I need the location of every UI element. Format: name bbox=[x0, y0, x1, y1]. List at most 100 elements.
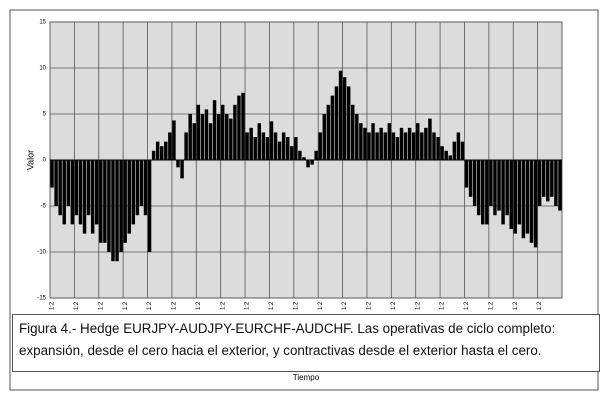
bar bbox=[196, 104, 201, 160]
bar bbox=[70, 160, 75, 225]
x-tick-label: 1:2 bbox=[123, 301, 129, 310]
bar bbox=[111, 160, 115, 262]
y-tick-label: -10 bbox=[37, 250, 46, 256]
x-tick-label: 1:2 bbox=[513, 301, 519, 310]
x-tick-label: 1:2 bbox=[172, 301, 178, 310]
bar bbox=[387, 123, 392, 160]
bar bbox=[212, 100, 217, 160]
x-tick-label: 1:2 bbox=[147, 301, 153, 310]
caption: Figura 4.- Hedge EURJPY-AUDJPY-EURCHF-AU… bbox=[12, 314, 600, 372]
bar bbox=[265, 137, 270, 160]
bar bbox=[448, 155, 452, 160]
bar bbox=[103, 160, 107, 243]
bar bbox=[440, 146, 444, 160]
bar bbox=[424, 127, 428, 160]
bar bbox=[135, 160, 140, 216]
bar bbox=[359, 123, 363, 160]
bar bbox=[285, 137, 290, 160]
bar bbox=[225, 114, 229, 160]
bar bbox=[180, 160, 184, 179]
bar bbox=[391, 132, 396, 160]
bar bbox=[127, 160, 131, 234]
bar bbox=[533, 160, 538, 248]
bar bbox=[302, 157, 306, 160]
bar bbox=[115, 160, 119, 262]
bar bbox=[367, 132, 371, 160]
x-tick-label: 1:2 bbox=[464, 301, 470, 310]
x-tick-label: 1:2 bbox=[318, 301, 324, 310]
bar bbox=[237, 95, 241, 160]
bar bbox=[464, 160, 469, 188]
bar bbox=[550, 160, 554, 197]
bar bbox=[468, 160, 473, 197]
bar bbox=[529, 160, 534, 243]
bar bbox=[521, 160, 526, 239]
bar bbox=[558, 160, 562, 211]
x-tick-label: 1:2 bbox=[367, 301, 373, 310]
bar bbox=[493, 160, 497, 216]
bar bbox=[501, 160, 505, 225]
bar bbox=[78, 160, 83, 225]
bar bbox=[322, 114, 327, 160]
x-tick-label: 1:2 bbox=[293, 301, 299, 310]
bar bbox=[86, 160, 91, 216]
x-tick-label: 1:2 bbox=[220, 301, 226, 310]
bar bbox=[326, 104, 331, 160]
bar bbox=[420, 132, 424, 160]
y-tick-label: -5 bbox=[41, 204, 47, 210]
bar bbox=[273, 132, 278, 160]
bar bbox=[489, 160, 493, 206]
bar bbox=[277, 141, 282, 160]
bar bbox=[74, 160, 79, 216]
bar bbox=[383, 132, 387, 160]
bar bbox=[476, 160, 481, 216]
bar bbox=[261, 132, 266, 160]
bar bbox=[257, 123, 262, 160]
bar bbox=[350, 104, 355, 160]
bar bbox=[517, 160, 522, 225]
bar bbox=[90, 160, 95, 234]
x-tick-label: 1:2 bbox=[391, 301, 397, 310]
x-tick-label: 1:2 bbox=[98, 301, 104, 310]
bar bbox=[94, 160, 99, 225]
bar bbox=[216, 114, 221, 160]
bar bbox=[371, 123, 375, 160]
x-tick-label: 1:2 bbox=[269, 301, 275, 310]
bar bbox=[188, 114, 192, 160]
bar bbox=[395, 137, 400, 160]
bar bbox=[416, 123, 420, 160]
bar bbox=[481, 160, 485, 225]
bar bbox=[411, 132, 416, 160]
bar bbox=[460, 141, 465, 160]
bar bbox=[379, 127, 383, 160]
bar bbox=[456, 132, 461, 160]
y-tick-label: -15 bbox=[37, 296, 46, 302]
bar bbox=[355, 114, 359, 160]
bar bbox=[554, 160, 558, 206]
bar bbox=[200, 114, 205, 160]
bar bbox=[318, 132, 322, 160]
bar bbox=[505, 160, 509, 216]
bar bbox=[82, 160, 87, 234]
x-tick-label: 1:2 bbox=[415, 301, 421, 310]
x-tick-label: 1:2 bbox=[537, 301, 543, 310]
bar bbox=[107, 160, 111, 252]
x-tick-label: 1:2 bbox=[196, 301, 202, 310]
bar bbox=[310, 160, 314, 165]
bar bbox=[314, 150, 318, 160]
x-tick-label: 1:2 bbox=[245, 301, 251, 310]
bar bbox=[269, 121, 274, 160]
bar bbox=[444, 150, 448, 160]
bar bbox=[233, 104, 237, 160]
bar bbox=[509, 160, 513, 229]
bar bbox=[342, 77, 347, 160]
bar bbox=[428, 118, 432, 160]
x-axis-label: Tiempo bbox=[293, 373, 320, 382]
bar bbox=[375, 132, 379, 160]
bar bbox=[294, 137, 298, 160]
bar bbox=[452, 141, 457, 160]
bar bbox=[249, 127, 253, 160]
x-tick-label: 1:2 bbox=[342, 301, 348, 310]
bar bbox=[485, 160, 489, 225]
bar bbox=[99, 160, 103, 243]
